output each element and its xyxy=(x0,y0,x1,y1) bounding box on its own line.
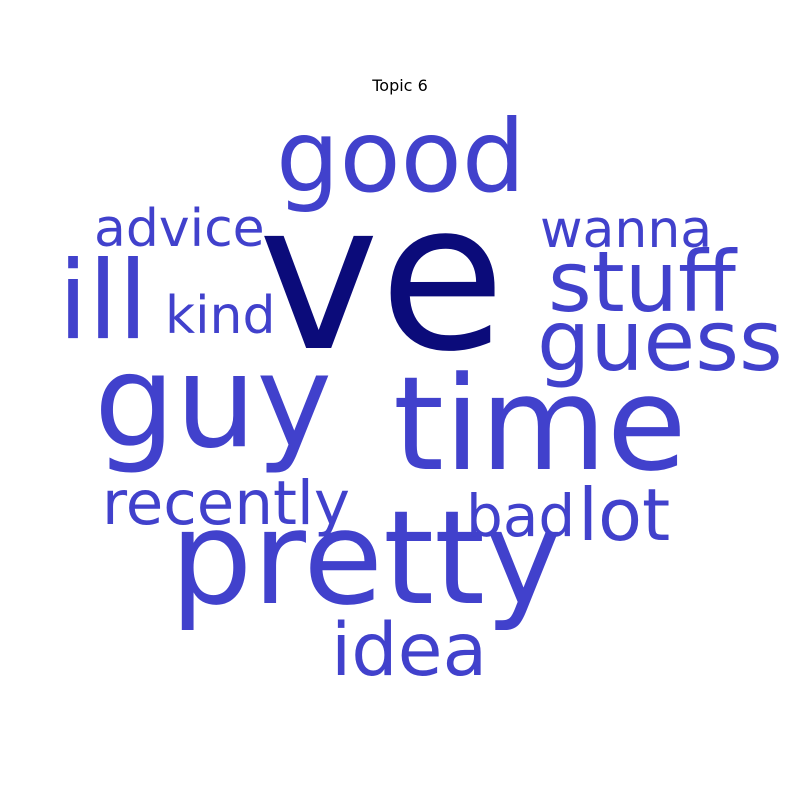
word-kind: kind xyxy=(165,286,276,346)
chart-title: Topic 6 xyxy=(372,76,428,95)
word-pretty: pretty xyxy=(170,482,562,634)
word-advice: advice xyxy=(94,199,265,259)
word-time: time xyxy=(393,348,687,500)
word-guy: guy xyxy=(94,328,332,477)
word-ill: ill xyxy=(58,239,148,364)
word-good: good xyxy=(276,98,525,215)
word-recently: recently xyxy=(102,468,350,539)
word-stuff: stuff xyxy=(548,233,738,331)
word-wanna: wanna xyxy=(540,200,712,260)
word-bad: bad xyxy=(466,482,575,550)
word-lot: lot xyxy=(578,473,670,557)
word-ve: ve xyxy=(258,159,505,397)
word-idea: idea xyxy=(331,608,487,693)
word-guess: guess xyxy=(537,292,783,390)
